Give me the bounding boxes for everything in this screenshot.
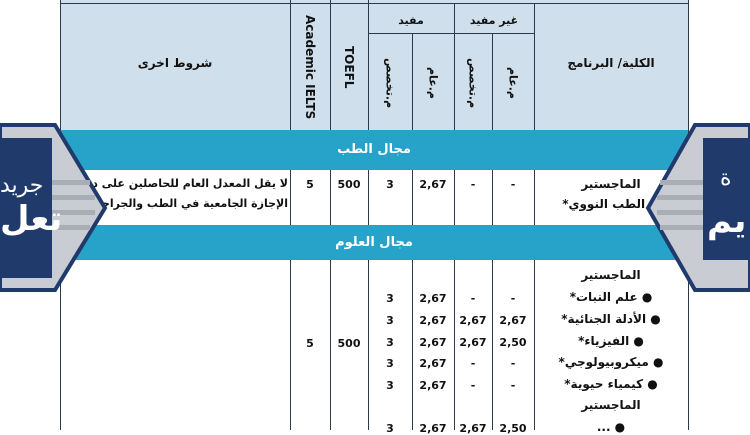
useful-specialized: 3 [386,379,394,392]
useful-specialized: 3 [386,357,394,370]
not-useful-specialized: - [470,178,476,191]
program-line: ● الفيزياء* [578,334,644,348]
not-useful-specialized: 2,67 [459,336,487,349]
not-useful-general: - [510,292,516,305]
useful-specialized: 3 [386,178,394,191]
toefl-value: 500 [337,178,361,191]
header-useful-specialized: م.تخصص [383,57,397,109]
svg-text:يم: يم [707,201,746,241]
program-line: ● ... [596,420,626,434]
useful-specialized: 3 [386,422,394,435]
logo-left: جريد تعل [0,123,108,292]
ielts-value: 5 [306,178,314,191]
header-other-conditions: شروط اخرى [137,56,213,70]
program-line: ● ميكروبيولوجي* [558,355,664,369]
not-useful-general: 2,50 [499,422,527,435]
not-useful-general: - [510,178,516,191]
useful-specialized: 3 [386,314,394,327]
toefl-value: 500 [337,337,361,350]
program-line: ● كيمياء حيوية* [564,377,658,391]
useful-general: 2,67 [419,178,447,191]
header-program: الكلية/ البرنامج [567,56,655,70]
header-useful: مفيد [398,14,424,27]
not-useful-specialized: - [470,379,476,392]
useful-general: 2,67 [419,292,447,305]
header-ielts: Academic IELTS [303,15,317,120]
program-line: ● علم النبات* [569,290,653,304]
useful-general: 2,67 [419,314,447,327]
svg-text:تعل: تعل [0,199,62,239]
header-not-useful-specialized: م.تخصص [466,57,480,109]
header-not-useful-general: م.عام [506,67,520,99]
section-band-sciences: مجال العلوم [60,225,688,260]
not-useful-general: - [510,357,516,370]
not-useful-general: 2,67 [499,314,527,327]
logo-right: ة يم [645,123,750,292]
not-useful-specialized: - [470,292,476,305]
table-header [60,0,688,130]
section-band-medicine: مجال الطب [60,130,688,170]
header-useful-general: م.عام [426,67,440,99]
not-useful-general: 2,50 [499,336,527,349]
program-line: الماجستير [581,398,641,412]
useful-general: 2,67 [419,379,447,392]
not-useful-general: - [510,379,516,392]
ielts-value: 5 [306,337,314,350]
svg-text:ة: ة [720,166,732,191]
useful-general: 2,67 [419,422,447,435]
header-toefl: TOEFL [342,46,356,89]
useful-specialized: 3 [386,336,394,349]
other-condition-line: لا يقل المعدل العام للحاصلين على درجة [71,177,288,190]
not-useful-specialized: 2,67 [459,314,487,327]
not-useful-specialized: - [470,357,476,370]
useful-general: 2,67 [419,336,447,349]
program-line: ● الطب النووي* [562,197,660,211]
other-condition-line: الإجازة الجامعية في الطب والجراحة [95,197,288,210]
program-line: الماجستير [581,177,641,191]
not-useful-specialized: 2,67 [459,422,487,435]
useful-general: 2,67 [419,357,447,370]
useful-specialized: 3 [386,292,394,305]
svg-text:جريد: جريد [0,173,43,198]
program-line: ● الأدلة الجنائية* [561,312,661,326]
header-not-useful: غير مفيد [469,14,519,27]
program-line: الماجستير [581,268,641,282]
